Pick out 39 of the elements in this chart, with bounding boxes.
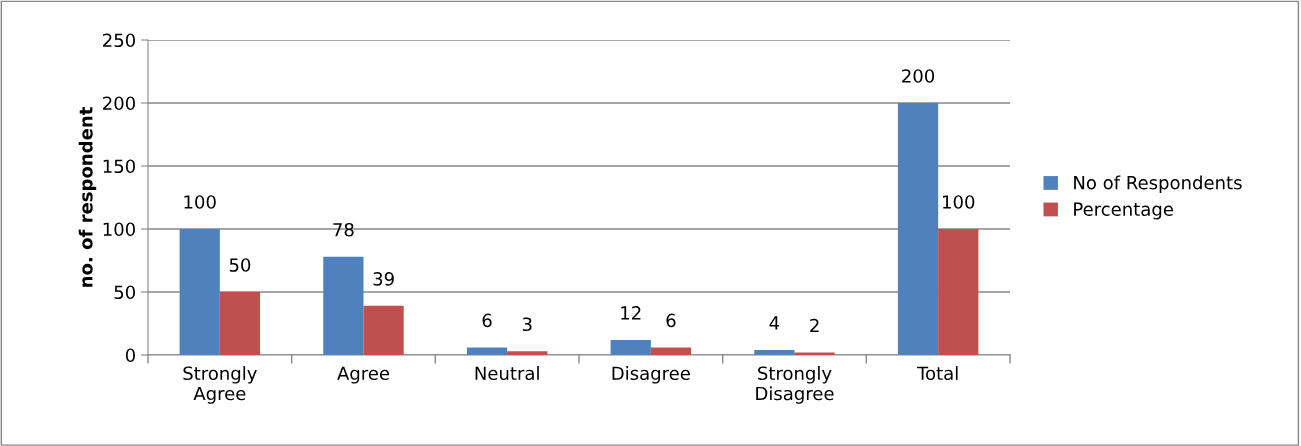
y-tick-label: 200 (103, 96, 135, 111)
data-label: 50 (229, 258, 251, 272)
bar (610, 339, 651, 355)
data-label: 100 (184, 195, 216, 209)
x-tick-label: Neutral (475, 366, 539, 381)
bar (938, 229, 979, 355)
data-label: 12 (621, 306, 641, 320)
y-tick-label: 0 (125, 348, 135, 363)
legend-label: Percentage (1074, 202, 1173, 220)
x-tick-label: Strongly Agree (183, 366, 257, 404)
y-axis-title: no. of respondent (78, 107, 97, 287)
y-tick-label: 150 (103, 159, 135, 174)
bar (754, 349, 795, 355)
legend-label: No of Respondents (1074, 175, 1242, 193)
x-tick-label: Strongly Disagree (756, 366, 834, 404)
data-label: 200 (902, 69, 935, 83)
data-label: 39 (373, 272, 394, 286)
data-label: 6 (666, 313, 676, 328)
y-tick-label: 50 (114, 285, 135, 300)
bar (363, 305, 404, 355)
y-tick-label: 100 (103, 222, 135, 237)
x-tick-label: Total (917, 366, 958, 381)
data-label: 2 (810, 318, 819, 333)
bar (507, 351, 548, 355)
bar (466, 347, 508, 355)
y-tick-label: 250 (103, 33, 135, 48)
data-label: 6 (482, 313, 492, 328)
bar (650, 347, 692, 355)
data-label: 100 (943, 195, 975, 209)
bar (897, 103, 939, 355)
data-label: 3 (522, 317, 532, 332)
data-label: 78 (333, 222, 354, 237)
bar (179, 229, 220, 355)
bar (219, 292, 261, 355)
bar (323, 256, 364, 355)
x-tick-label: Disagree (612, 366, 690, 384)
x-tick-label: Agree (337, 366, 390, 384)
bar (794, 352, 835, 355)
data-label: 4 (769, 316, 780, 330)
